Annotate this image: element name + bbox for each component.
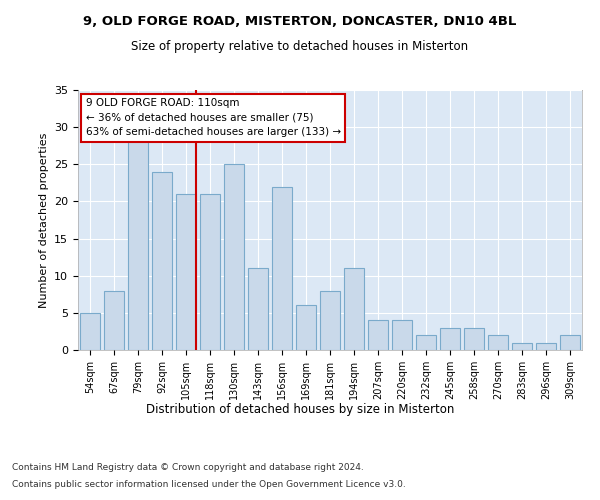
Bar <box>536 342 556 350</box>
Y-axis label: Number of detached properties: Number of detached properties <box>38 132 49 308</box>
Bar <box>320 290 340 350</box>
Text: Contains public sector information licensed under the Open Government Licence v3: Contains public sector information licen… <box>12 480 406 489</box>
Bar <box>80 313 100 350</box>
Bar <box>488 335 508 350</box>
Bar <box>368 320 388 350</box>
Bar <box>200 194 220 350</box>
Bar <box>344 268 364 350</box>
Bar <box>296 306 316 350</box>
Bar <box>104 290 124 350</box>
Text: Contains HM Land Registry data © Crown copyright and database right 2024.: Contains HM Land Registry data © Crown c… <box>12 462 364 471</box>
Bar <box>392 320 412 350</box>
Bar <box>176 194 196 350</box>
Bar <box>152 172 172 350</box>
Text: Distribution of detached houses by size in Misterton: Distribution of detached houses by size … <box>146 402 454 415</box>
Bar <box>560 335 580 350</box>
Text: Size of property relative to detached houses in Misterton: Size of property relative to detached ho… <box>131 40 469 53</box>
Bar <box>464 328 484 350</box>
Bar <box>128 134 148 350</box>
Text: 9 OLD FORGE ROAD: 110sqm
← 36% of detached houses are smaller (75)
63% of semi-d: 9 OLD FORGE ROAD: 110sqm ← 36% of detach… <box>86 98 341 138</box>
Bar <box>440 328 460 350</box>
Bar <box>272 186 292 350</box>
Bar <box>224 164 244 350</box>
Text: 9, OLD FORGE ROAD, MISTERTON, DONCASTER, DN10 4BL: 9, OLD FORGE ROAD, MISTERTON, DONCASTER,… <box>83 15 517 28</box>
Bar <box>416 335 436 350</box>
Bar <box>248 268 268 350</box>
Bar <box>512 342 532 350</box>
